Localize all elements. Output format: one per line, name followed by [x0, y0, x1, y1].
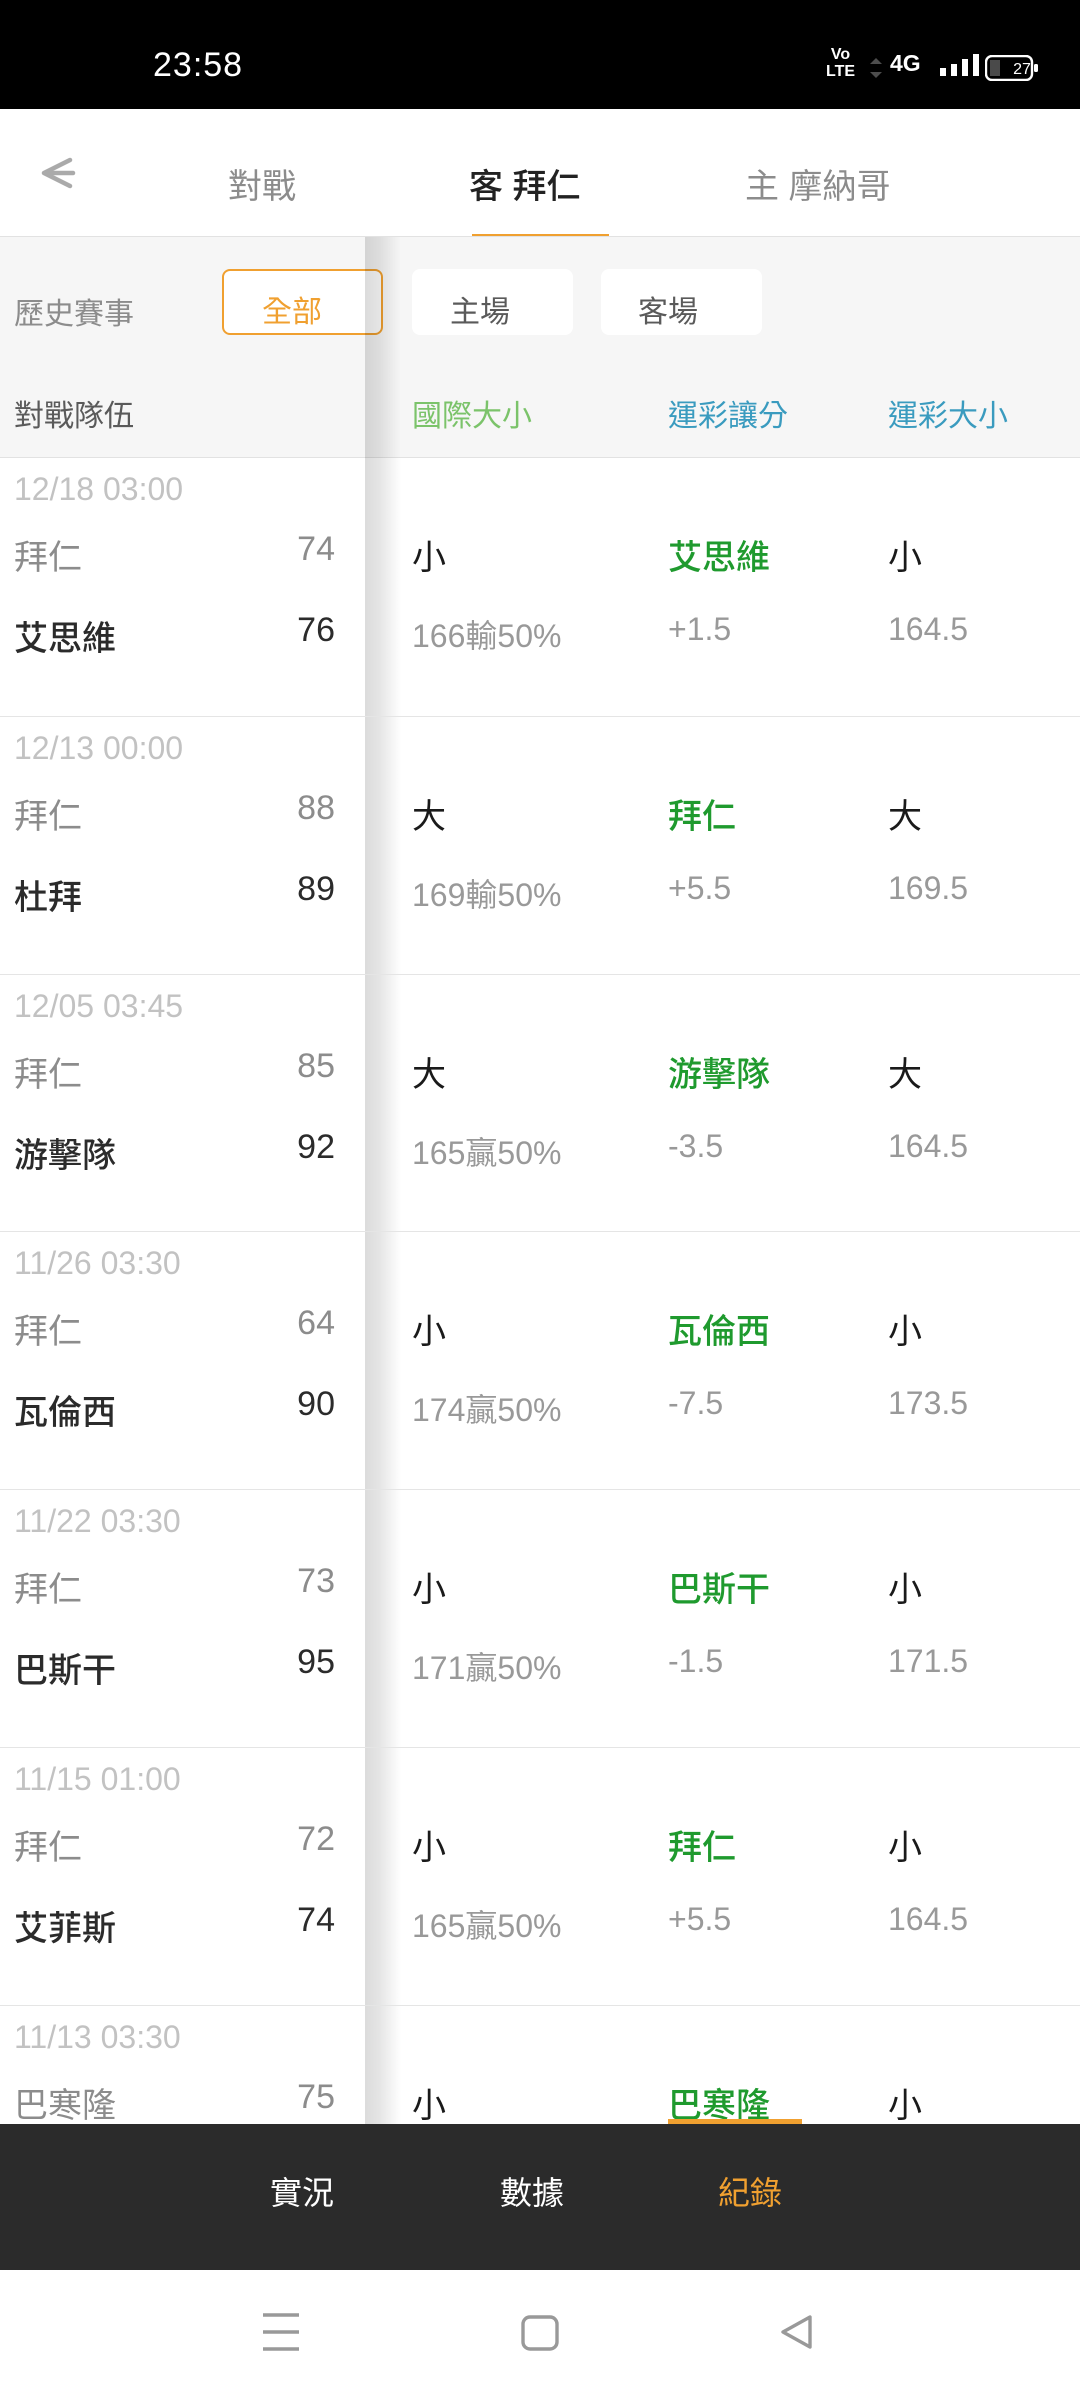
svg-text:27: 27 — [1013, 61, 1031, 78]
